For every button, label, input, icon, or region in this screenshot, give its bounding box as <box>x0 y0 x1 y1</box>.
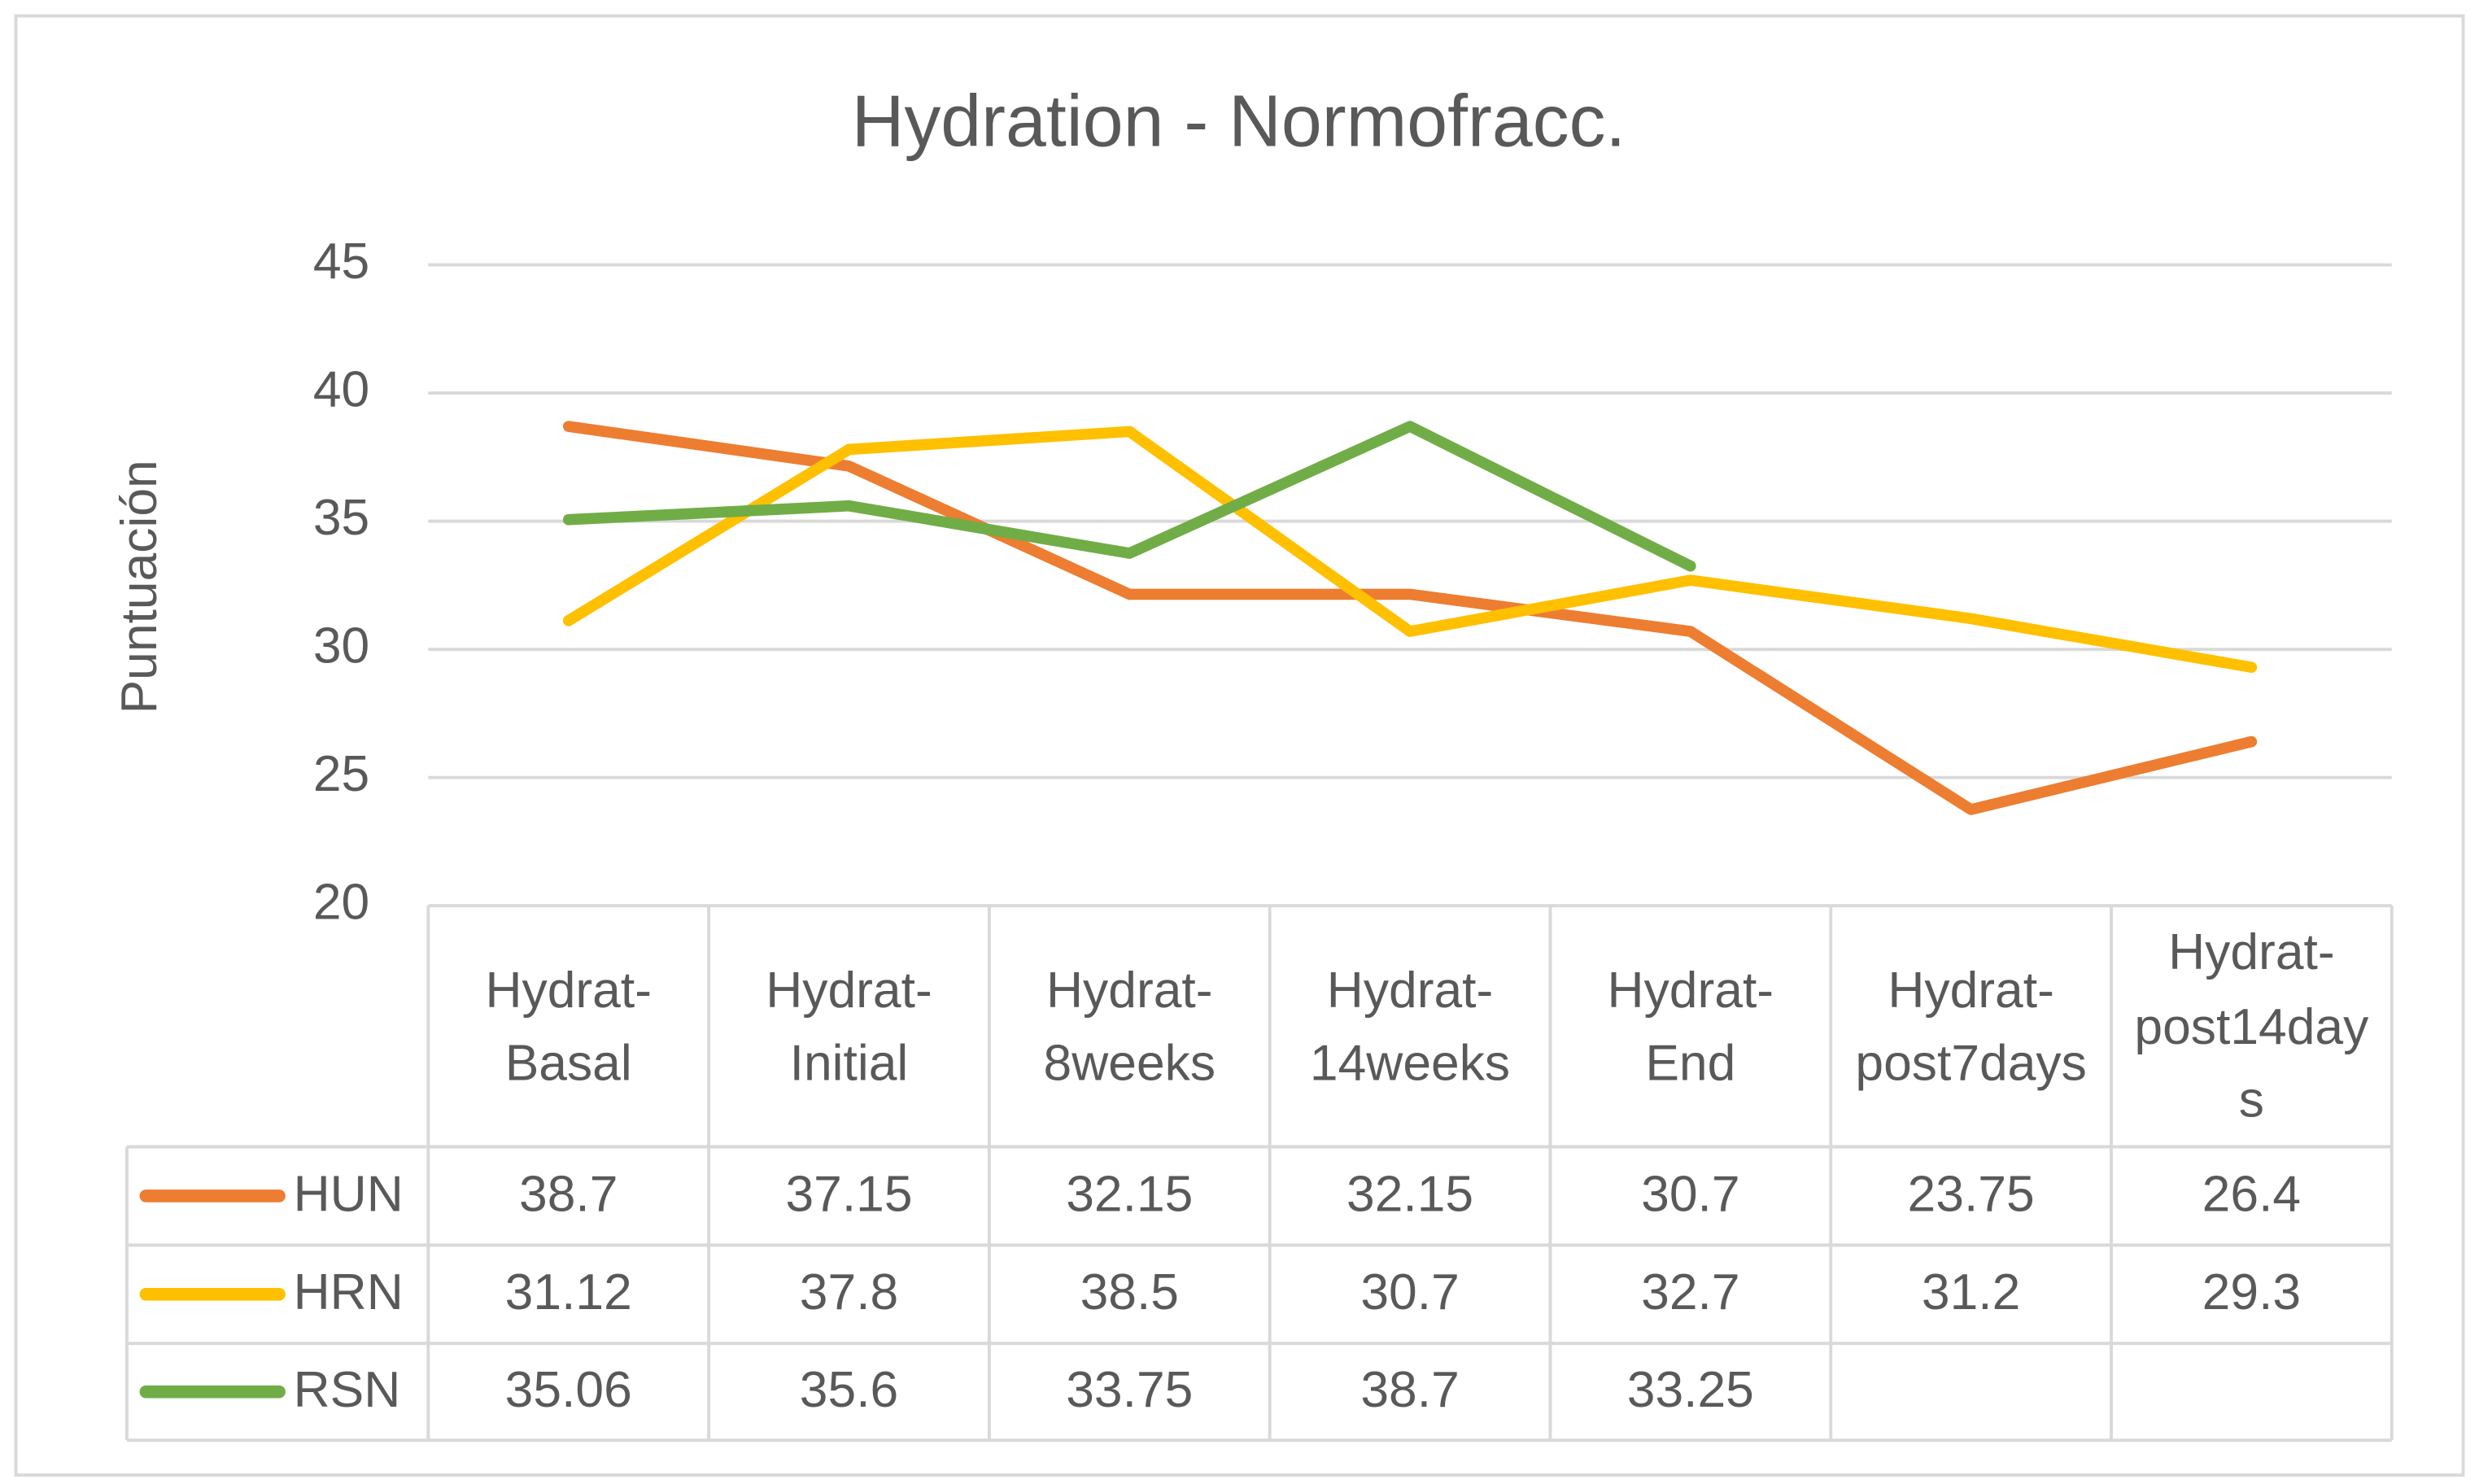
category-cell: Hydrat-post14days <box>2134 923 2369 1128</box>
table-value: 33.25 <box>1627 1362 1754 1418</box>
x-tick-label: Hydrat-post7days <box>1855 960 2087 1092</box>
y-tick-label: 40 <box>313 362 369 418</box>
table-value: 23.75 <box>1908 1166 2035 1222</box>
legend-label: HRN <box>294 1264 404 1320</box>
series-line <box>562 421 1696 572</box>
legend-label: HUN <box>294 1166 404 1222</box>
y-tick-label: 30 <box>313 618 369 674</box>
y-axis-label: Puntuación <box>111 460 168 714</box>
category-cell: Hydrat-post7days <box>1855 960 2087 1092</box>
table-value: 30.7 <box>1360 1264 1459 1320</box>
y-tick-label: 45 <box>313 234 369 290</box>
table-value: 35.6 <box>800 1362 898 1418</box>
table-value: 38.7 <box>1360 1362 1459 1418</box>
series-line <box>562 421 2258 815</box>
x-tick-label: Hydrat-Basal <box>485 960 652 1092</box>
x-tick-label: Hydrat-14weeks <box>1309 960 1511 1092</box>
table-value: 37.15 <box>785 1166 912 1222</box>
y-tick-label: 25 <box>313 746 369 802</box>
table-value: 37.8 <box>800 1264 898 1320</box>
chart-title: Hydration - Normofracc. <box>852 81 1626 163</box>
table-value: 32.7 <box>1641 1264 1739 1320</box>
y-tick-label: 20 <box>313 875 369 931</box>
x-tick-label: Hydrat-Initial <box>766 960 932 1092</box>
table-value: 38.7 <box>519 1166 618 1222</box>
x-tick-label: Hydrat-End <box>1607 960 1774 1092</box>
x-tick-label: Hydrat-8weeks <box>1043 960 1216 1092</box>
category-cell: Hydrat-Basal <box>485 960 652 1092</box>
table-value: 31.12 <box>505 1264 632 1320</box>
table-value: 26.4 <box>2202 1166 2301 1222</box>
chart-border <box>14 14 2465 1477</box>
x-tick-label: Hydrat-post14days <box>2134 923 2369 1128</box>
legend-label: RSN <box>294 1362 401 1418</box>
table-value: 33.75 <box>1066 1362 1193 1418</box>
category-cell: Hydrat-Initial <box>766 960 932 1092</box>
y-tick-label: 35 <box>313 490 369 546</box>
table-value: 29.3 <box>2202 1264 2301 1320</box>
table-value: 30.7 <box>1641 1166 1739 1222</box>
category-cell: Hydrat-14weeks <box>1309 960 1511 1092</box>
table-value: 38.5 <box>1080 1264 1179 1320</box>
table-value: 32.15 <box>1346 1166 1473 1222</box>
category-cell: Hydrat-8weeks <box>1043 960 1216 1092</box>
category-cell: Hydrat-End <box>1607 960 1774 1092</box>
table-value: 35.06 <box>505 1362 632 1418</box>
series-line <box>562 426 2258 674</box>
table-value: 32.15 <box>1066 1166 1193 1222</box>
table-value: 31.2 <box>1922 1264 2020 1320</box>
